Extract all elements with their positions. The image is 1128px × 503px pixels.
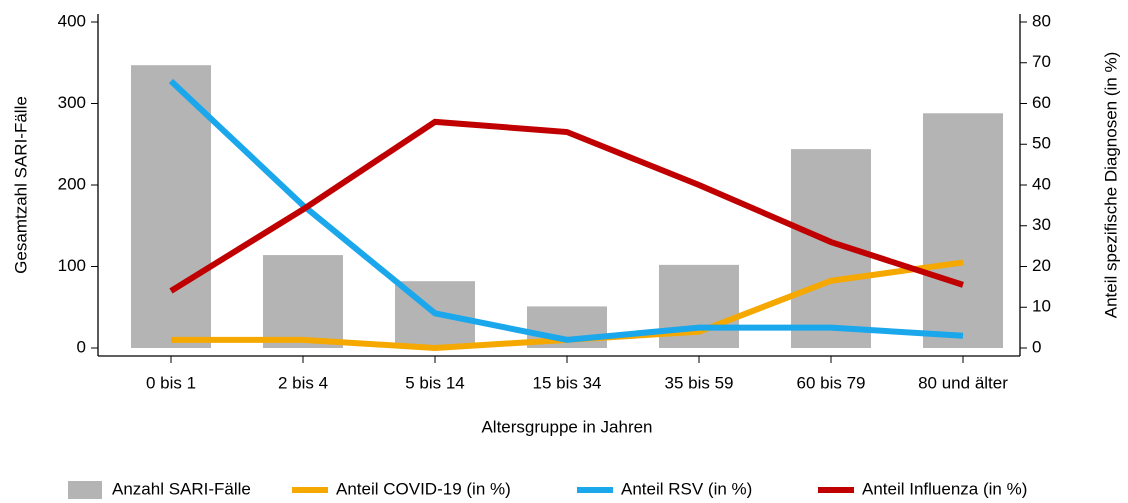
legend-label: Anteil COVID-19 (in %): [336, 479, 511, 498]
legend-label: Anzahl SARI-Fälle: [112, 479, 251, 498]
y2-tick-label: 50: [1032, 134, 1051, 153]
x-tick-label: 80 und älter: [918, 373, 1008, 392]
y2-tick-label: 70: [1032, 52, 1051, 71]
y-tick-label: 0: [77, 337, 86, 356]
y2-tick-label: 20: [1032, 256, 1051, 275]
x-tick-label: 60 bis 79: [797, 373, 866, 392]
y2-axis-title: Anteil spezifische Diagnosen (in %): [1101, 52, 1120, 318]
y2-tick-label: 80: [1032, 11, 1051, 30]
y-tick-label: 300: [58, 93, 86, 112]
bar: [263, 255, 343, 348]
y-tick-label: 400: [58, 11, 86, 30]
legend-label: Anteil Influenza (in %): [862, 479, 1027, 498]
x-tick-label: 5 bis 14: [405, 373, 465, 392]
x-tick-label: 0 bis 1: [146, 373, 196, 392]
y2-tick-label: 30: [1032, 215, 1051, 234]
y2-tick-label: 10: [1032, 297, 1051, 316]
line: [168, 78, 964, 343]
y-axis-title: Gesamtzahl SARI-Fälle: [11, 96, 30, 274]
y2-tick-label: 0: [1032, 337, 1041, 356]
bar: [131, 65, 211, 348]
x-tick-label: 15 bis 34: [533, 373, 602, 392]
x-axis-title: Altersgruppe in Jahren: [481, 417, 652, 436]
legend-label: Anteil RSV (in %): [621, 479, 752, 498]
y-tick-label: 200: [58, 174, 86, 193]
y2-tick-label: 40: [1032, 174, 1051, 193]
y-tick-label: 100: [58, 256, 86, 275]
y2-tick-label: 60: [1032, 93, 1051, 112]
x-tick-label: 35 bis 59: [665, 373, 734, 392]
line: [169, 118, 964, 294]
bar: [923, 113, 1003, 348]
legend-swatch: [68, 481, 102, 499]
x-tick-label: 2 bis 4: [278, 373, 328, 392]
